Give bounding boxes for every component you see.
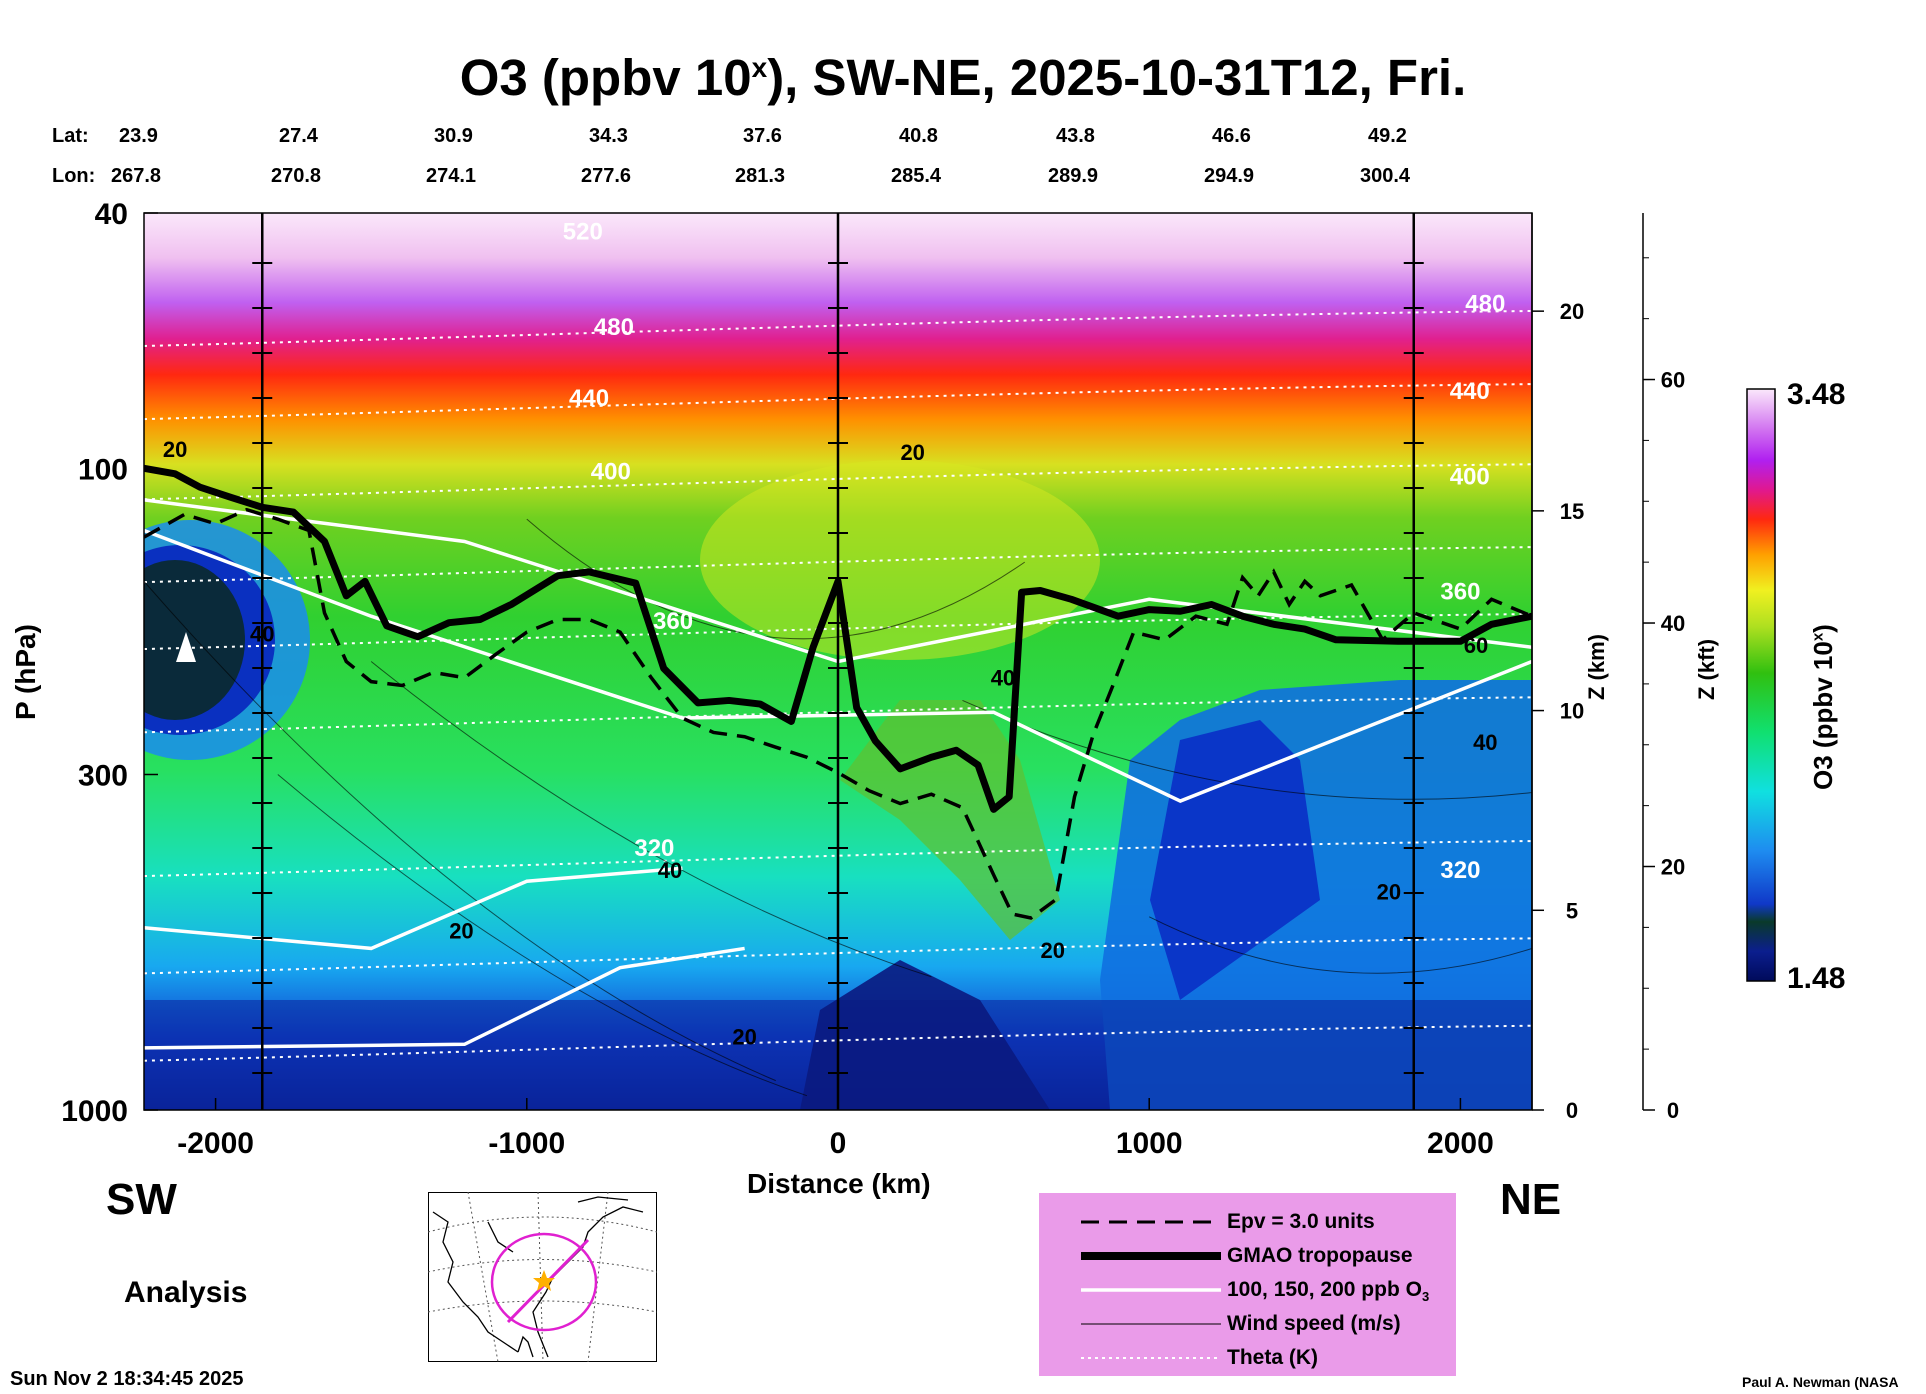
wind-contour — [962, 699, 1532, 800]
theta-label: 400 — [591, 458, 631, 485]
z-kft-tick-label: 60 — [1661, 368, 1685, 393]
wind-label: 20 — [449, 918, 473, 943]
lat-label: Lat: — [52, 125, 89, 147]
wind-label: 60 — [1464, 633, 1488, 658]
wind-label: 20 — [163, 437, 187, 462]
analysis-label: Analysis — [124, 1276, 248, 1309]
wind-label: 20 — [900, 440, 924, 465]
lon-value: 270.8 — [271, 165, 322, 187]
theta-label: 320 — [1440, 857, 1480, 884]
z-km-axis-label: Z (km) — [1584, 634, 1609, 700]
legend-item-o3-contours: 100, 150, 200 ppb O3 — [1081, 1278, 1430, 1305]
theta-label: 320 — [634, 835, 674, 862]
lon-value: 274.1 — [426, 165, 477, 187]
lat-value: 30.9 — [434, 125, 473, 147]
colorbar-min-label: 1.48 — [1787, 962, 1846, 995]
y-tick-label: 300 — [78, 759, 128, 792]
theta-label: 400 — [1450, 464, 1490, 491]
credit: Paul A. Newman (NASA — [1742, 1374, 1899, 1390]
y-tick-label: 100 — [78, 453, 128, 486]
ne-label: NE — [1500, 1175, 1562, 1224]
legend-item-theta: Theta (K) — [1081, 1346, 1318, 1369]
theta-label: 440 — [1450, 378, 1490, 405]
lat-value: 27.4 — [279, 125, 318, 147]
colorbar-title: O3 (ppbv 10x) — [1808, 624, 1838, 790]
wind-contour — [1148, 916, 1532, 974]
z-km-tick-label: 15 — [1560, 499, 1584, 524]
z-km-tick-label: 5 — [1566, 898, 1578, 923]
lat-value: 37.6 — [743, 125, 782, 147]
z-km-tick-label: 0 — [1566, 1098, 1578, 1123]
lon-value: 281.3 — [735, 165, 786, 187]
lat-value: 46.6 — [1212, 125, 1251, 147]
theta-label: 360 — [1440, 578, 1480, 605]
theta-label: 440 — [569, 385, 609, 412]
lon-value: 289.9 — [1048, 165, 1099, 187]
z-km-tick-label: 10 — [1560, 699, 1584, 724]
wind-contour — [144, 581, 776, 1082]
theta-label: 360 — [653, 608, 693, 635]
epv-line — [144, 507, 1532, 920]
legend: Epv = 3.0 units GMAO tropopause 100, 150… — [1039, 1193, 1456, 1376]
colorbar — [1746, 388, 1776, 982]
o3-contour — [144, 946, 745, 1050]
wind-contour — [370, 661, 932, 978]
wind-label: 20 — [732, 1024, 756, 1049]
range-circle-icon — [490, 1232, 598, 1332]
wind-label: 40 — [1473, 730, 1497, 755]
lon-value: 277.6 — [581, 165, 632, 187]
inset-map — [428, 1192, 657, 1362]
center-star-icon — [533, 1270, 555, 1291]
lon-value: 285.4 — [891, 165, 942, 187]
z-kft-tick-label: 0 — [1667, 1098, 1679, 1123]
lat-value: 49.2 — [1368, 125, 1407, 147]
x-tick-label: 0 — [830, 1127, 847, 1160]
x-tick-label: -1000 — [488, 1127, 565, 1160]
x-tick-label: -2000 — [177, 1127, 254, 1160]
sw-label: SW — [106, 1175, 177, 1224]
z-kft-tick-label: 20 — [1661, 855, 1685, 880]
lat-value: 43.8 — [1056, 125, 1095, 147]
wind-label: 40 — [658, 858, 682, 883]
lat-value: 23.9 — [119, 125, 158, 147]
ozone-field: 520 480 480 440 440 400 400 360 360 320 320 20 20 40 4… — [144, 213, 1532, 1110]
lon-label: Lon: — [52, 165, 96, 187]
colorbar-max-label: 3.48 — [1787, 378, 1846, 411]
y-axis-label: P (hPa) — [10, 624, 41, 720]
z-kft-axis-label: Z (kft) — [1694, 638, 1719, 700]
theta-label: 480 — [594, 314, 634, 341]
x-tick-label: 2000 — [1427, 1127, 1494, 1160]
wind-label: 20 — [1040, 938, 1064, 963]
triangle-marker-icon — [176, 632, 196, 662]
legend-item-epv: Epv = 3.0 units — [1081, 1210, 1375, 1233]
wind-label: 40 — [991, 666, 1015, 691]
z-km-tick-label: 20 — [1560, 299, 1584, 324]
lon-value: 294.9 — [1204, 165, 1255, 187]
lat-value: 34.3 — [589, 125, 628, 147]
x-axis-label: Distance (km) — [747, 1168, 931, 1199]
legend-item-tropopause: GMAO tropopause — [1081, 1244, 1413, 1267]
theta-label: 480 — [1465, 291, 1505, 318]
y-tick-label: 1000 — [61, 1095, 128, 1128]
x-tick-label: 1000 — [1116, 1127, 1183, 1160]
timestamp: Sun Nov 2 18:34:45 2025 — [10, 1368, 244, 1390]
lon-value: 267.8 — [111, 165, 162, 187]
wind-label: 20 — [1377, 880, 1401, 905]
y-tick-label: 40 — [95, 198, 128, 231]
legend-item-wind: Wind speed (m/s) — [1081, 1312, 1401, 1335]
lon-value: 300.4 — [1360, 165, 1411, 187]
chart-title: O3 (ppbv 10x), SW-NE, 2025-10-31T12, Fri… — [459, 49, 1467, 106]
wind-contour — [277, 774, 808, 1097]
lat-value: 40.8 — [899, 125, 938, 147]
theta-label: 520 — [563, 219, 603, 246]
z-kft-tick-label: 40 — [1661, 611, 1685, 636]
